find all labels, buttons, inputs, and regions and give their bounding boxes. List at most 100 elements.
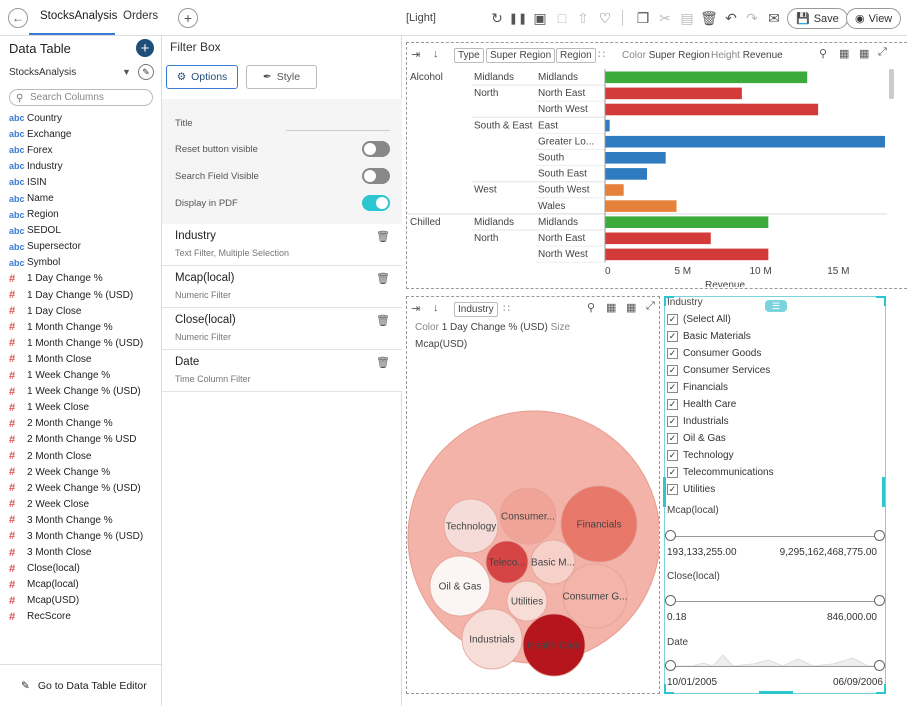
reset-button-visible-toggle[interactable] xyxy=(362,141,390,157)
options-button[interactable]: ⚙ Options xyxy=(166,65,238,89)
excel-icon[interactable]: ▦ xyxy=(839,48,850,60)
scatter-icon[interactable]: ∷ xyxy=(598,49,605,61)
style-button[interactable]: ✒ Style xyxy=(246,65,317,89)
checkbox-icon[interactable]: ✓ xyxy=(667,416,678,427)
column-item[interactable]: #1 Day Change % xyxy=(9,271,159,287)
column-item[interactable]: #1 Day Change % (USD) xyxy=(9,287,159,303)
search-columns-input[interactable]: ⚲ Search Columns xyxy=(9,89,153,106)
industry-option[interactable]: ✓ (Select All) xyxy=(667,311,774,328)
redo-icon[interactable]: ↷ xyxy=(746,9,758,26)
range-track[interactable] xyxy=(673,666,883,667)
delete-icon[interactable]: 🗑 xyxy=(700,9,718,26)
industry-chip[interactable]: Industry xyxy=(454,302,498,317)
column-item[interactable]: abc Industry xyxy=(9,158,159,174)
resize-handle[interactable] xyxy=(882,477,885,507)
column-item[interactable]: #2 Month Change % xyxy=(9,416,159,432)
column-item[interactable]: #2 Month Close xyxy=(9,448,159,464)
comment-icon[interactable]: ✉ xyxy=(768,9,780,26)
column-item[interactable]: # Mcap(USD) xyxy=(9,593,159,609)
column-item[interactable]: #2 Month Change % USD xyxy=(9,432,159,448)
display-in-pdf-toggle[interactable] xyxy=(362,195,390,211)
table-icon[interactable]: ▦ xyxy=(626,302,637,314)
column-item[interactable]: abc Forex xyxy=(9,142,159,158)
column-item[interactable]: #1 Month Close xyxy=(9,351,159,367)
refresh-icon[interactable]: ↻ xyxy=(491,9,503,26)
range-max-handle[interactable] xyxy=(874,530,885,541)
height-variable[interactable]: Height Revenue xyxy=(711,50,783,61)
tab-stocksanalysis[interactable]: StocksAnalysis xyxy=(40,10,118,22)
checkbox-icon[interactable]: ✓ xyxy=(667,467,678,478)
cut-icon[interactable]: ✂ xyxy=(659,9,671,26)
column-item[interactable]: abc SEDOL xyxy=(9,223,159,239)
filter-item[interactable]: Close(local) Numeric Filter 🗑 xyxy=(162,308,402,350)
bookmark-icon[interactable]: □ xyxy=(557,10,567,26)
filter-box-visual[interactable]: ☰ Industry ✓ (Select All) ✓ Basic Materials… xyxy=(663,296,886,694)
expand-icon[interactable]: ⤢ xyxy=(878,46,887,58)
column-item[interactable]: # RecScore xyxy=(9,609,159,625)
trash-icon[interactable]: 🗑 xyxy=(376,273,390,285)
sort-down-icon[interactable]: ↓ xyxy=(433,48,439,60)
filter-item[interactable]: Mcap(local) Numeric Filter 🗑 xyxy=(162,266,402,308)
color-variable[interactable]: Color 1 Day Change % (USD) Size xyxy=(415,322,570,333)
scrollbar[interactable] xyxy=(889,69,894,99)
add-tab-icon[interactable]: + xyxy=(178,8,198,28)
column-item[interactable]: # Mcap(local) xyxy=(9,577,159,593)
resize-corner[interactable] xyxy=(876,684,886,694)
go-to-data-table-editor-link[interactable]: ✎ Go to Data Table Editor xyxy=(0,664,162,706)
theme-selector[interactable]: [Light] xyxy=(406,12,436,24)
column-item[interactable]: #1 Month Change % xyxy=(9,319,159,335)
checkbox-icon[interactable]: ✓ xyxy=(667,365,678,376)
range-max-handle[interactable] xyxy=(874,595,885,606)
column-item[interactable]: # Close(local) xyxy=(9,561,159,577)
column-item[interactable]: #3 Month Change % xyxy=(9,512,159,528)
view-button[interactable]: ◉ View xyxy=(846,8,902,29)
region-chip[interactable]: Region xyxy=(556,48,596,63)
checkbox-icon[interactable]: ✓ xyxy=(667,382,678,393)
color-variable[interactable]: Color Super Region xyxy=(622,50,710,61)
drag-handle-icon[interactable]: ☰ xyxy=(765,300,787,312)
scatter-icon[interactable]: ∷ xyxy=(503,303,510,315)
bar-graph-panel[interactable]: ⇥ ↓ Type Super Region Region ∷ Color Sup… xyxy=(406,42,907,289)
industry-option[interactable]: ✓ Industrials xyxy=(667,413,774,430)
add-data-table-button[interactable]: + xyxy=(136,39,154,57)
column-item[interactable]: abc Symbol xyxy=(9,255,159,271)
sort-down-icon[interactable]: ↓ xyxy=(433,302,439,314)
industry-option[interactable]: ✓ Financials xyxy=(667,379,774,396)
column-item[interactable]: #1 Month Change % (USD) xyxy=(9,335,159,351)
trash-icon[interactable]: 🗑 xyxy=(376,357,390,369)
column-item[interactable]: #2 Week Close xyxy=(9,496,159,512)
resize-corner[interactable] xyxy=(664,684,674,694)
checkbox-icon[interactable]: ✓ xyxy=(667,348,678,359)
resize-corner[interactable] xyxy=(664,296,674,306)
checkbox-icon[interactable]: ✓ xyxy=(667,314,678,325)
industry-option[interactable]: ✓ Utilities xyxy=(667,481,774,498)
type-chip[interactable]: Type xyxy=(454,48,484,63)
super-region-chip[interactable]: Super Region xyxy=(486,48,556,63)
search-field-visible-toggle[interactable] xyxy=(362,168,390,184)
sort-icon[interactable]: ⇥ xyxy=(411,303,421,315)
column-item[interactable]: abc Region xyxy=(9,207,159,223)
expand-icon[interactable]: ⤢ xyxy=(646,300,655,312)
back-icon[interactable]: ← xyxy=(8,8,28,28)
notification-bell-icon[interactable]: ♡ xyxy=(598,9,612,26)
trash-icon[interactable]: 🗑 xyxy=(376,315,390,327)
resize-handle[interactable] xyxy=(663,477,666,507)
range-min-handle[interactable] xyxy=(665,595,676,606)
trash-icon[interactable]: 🗑 xyxy=(376,231,390,243)
range-min-handle[interactable] xyxy=(665,530,676,541)
copy-icon[interactable]: ❐ xyxy=(636,9,650,26)
column-item[interactable]: #1 Week Change % xyxy=(9,368,159,384)
title-input[interactable] xyxy=(286,130,390,131)
checkbox-icon[interactable]: ✓ xyxy=(667,433,678,444)
checkbox-icon[interactable]: ✓ xyxy=(667,399,678,410)
search-icon[interactable]: ⚲ xyxy=(587,302,596,314)
snapshot-icon[interactable]: ▣ xyxy=(533,9,547,26)
export-icon[interactable]: ⇧ xyxy=(577,9,589,26)
column-item[interactable]: #2 Week Change % xyxy=(9,464,159,480)
resize-corner[interactable] xyxy=(876,296,886,306)
data-source-select[interactable]: StocksAnalysis xyxy=(9,67,77,78)
paste-icon[interactable]: ▤ xyxy=(680,9,694,26)
industry-option[interactable]: ✓ Basic Materials xyxy=(667,328,774,345)
search-icon[interactable]: ⚲ xyxy=(819,48,828,60)
chevron-down-icon[interactable]: ▼ xyxy=(122,67,131,77)
